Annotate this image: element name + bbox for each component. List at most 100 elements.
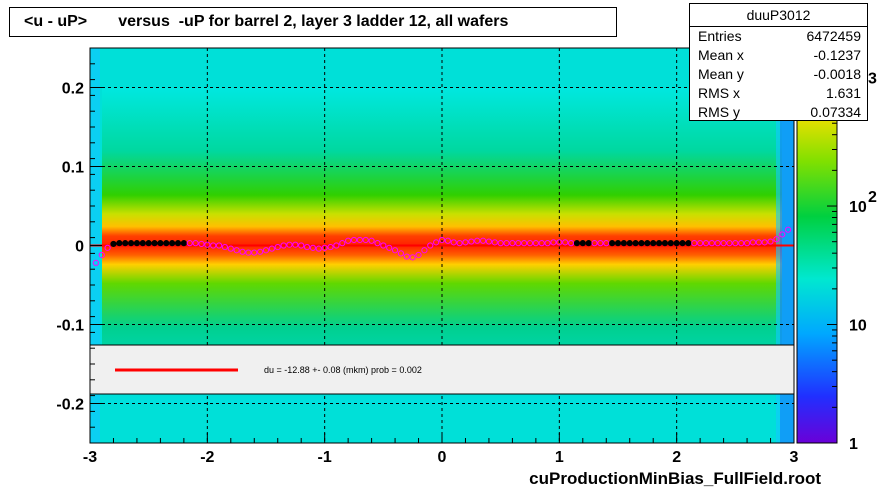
profile-point (579, 240, 586, 247)
profile-point (421, 247, 428, 254)
y-tick-label: -0.1 (56, 318, 84, 335)
profile-point (632, 240, 639, 247)
profile-point (415, 251, 422, 259)
profile-point (450, 239, 457, 246)
profile-point (597, 240, 604, 247)
profile-point (98, 251, 105, 259)
profile-point (697, 240, 704, 247)
profile-point (773, 236, 780, 243)
profile-point (309, 244, 317, 251)
profile-point (585, 240, 592, 247)
profile-point (110, 240, 117, 248)
profile-point (122, 240, 129, 247)
profile-point (268, 245, 275, 252)
profile-point (174, 240, 182, 247)
profile-point (732, 240, 739, 247)
profile-point (227, 245, 234, 252)
profile-point (714, 240, 721, 247)
x-tick-label: 1 (555, 449, 564, 466)
profile-point (274, 243, 281, 251)
profile-point (362, 236, 369, 244)
profile-point (345, 237, 352, 244)
z-tick-label: 10 (849, 199, 867, 216)
profile-point (661, 240, 669, 247)
profile-point (485, 238, 493, 245)
profile-point (133, 240, 141, 247)
profile-point (298, 242, 305, 249)
x-tick-label: -3 (83, 449, 97, 466)
profile-point (374, 240, 381, 247)
stats-key: RMS y (698, 104, 740, 120)
profile-point (567, 240, 575, 247)
profile-point (151, 240, 158, 247)
profile-point (386, 244, 393, 251)
profile-point (286, 241, 293, 248)
profile-point (368, 237, 375, 244)
profile-point (767, 238, 774, 245)
z-tick-exponent: 2 (868, 189, 877, 206)
profile-point (127, 240, 135, 247)
profile-point (409, 254, 416, 261)
profile-point (92, 259, 99, 266)
profile-point (139, 240, 146, 247)
y-tick-label: -0.2 (56, 397, 84, 414)
stats-row-entries: Entries 6472459 (690, 27, 867, 46)
profile-point (655, 240, 663, 247)
profile-point (104, 244, 111, 251)
profile-point (667, 240, 674, 247)
profile-point (720, 240, 727, 247)
profile-point (626, 240, 633, 247)
stats-key: Mean x (698, 47, 744, 63)
chart-title: <u - uP> versus -uP for barrel 2, layer … (9, 7, 617, 37)
profile-point (221, 243, 229, 251)
profile-point (503, 240, 510, 247)
profile-point (785, 226, 792, 233)
profile-point (391, 247, 399, 254)
z-tick-label: 1 (849, 436, 858, 453)
profile-point (315, 245, 322, 252)
profile-point (116, 240, 123, 247)
profile-point (515, 240, 522, 247)
profile-point (245, 249, 252, 256)
profile-point (327, 243, 334, 251)
x-tick-label: 2 (672, 449, 681, 466)
stats-row-mean-y: Mean y -0.0018 (690, 65, 867, 84)
profile-point (251, 249, 258, 256)
profile-point (157, 240, 164, 247)
stats-value: 0.07334 (810, 104, 861, 120)
profile-point (556, 239, 563, 246)
profile-point (303, 243, 311, 251)
profile-point (163, 240, 170, 247)
profile-point (215, 242, 223, 249)
profile-point (262, 247, 270, 254)
stats-row-rms-x: RMS x 1.631 (690, 84, 867, 103)
profile-point (204, 241, 211, 248)
profile-point (702, 240, 710, 247)
profile-point (685, 240, 692, 247)
profile-point (350, 236, 358, 244)
x-tick-label: -1 (318, 449, 332, 466)
profile-point (673, 240, 680, 247)
stats-key: Entries (698, 28, 742, 44)
profile-point (145, 240, 152, 247)
profile-point (614, 240, 622, 247)
profile-point (427, 242, 434, 249)
profile-point (180, 240, 187, 247)
profile-point (749, 239, 757, 246)
profile-point (210, 242, 217, 249)
profile-point (497, 240, 504, 247)
y-tick-label: 0 (75, 239, 84, 256)
profile-point (491, 239, 498, 246)
profile-point (438, 236, 446, 244)
stats-key: Mean y (698, 66, 744, 82)
stats-value: -0.1237 (813, 47, 861, 63)
file-name-footer: cuProductionMinBias_FullField.root (529, 469, 821, 488)
y-tick-label: 0.2 (62, 81, 84, 98)
profile-point (691, 240, 698, 247)
profile-point (550, 239, 557, 246)
profile-point (644, 240, 651, 247)
profile-point (638, 240, 645, 247)
profile-point (339, 240, 346, 247)
z-tick-label: 10 (849, 318, 867, 335)
profile-point (755, 239, 762, 246)
